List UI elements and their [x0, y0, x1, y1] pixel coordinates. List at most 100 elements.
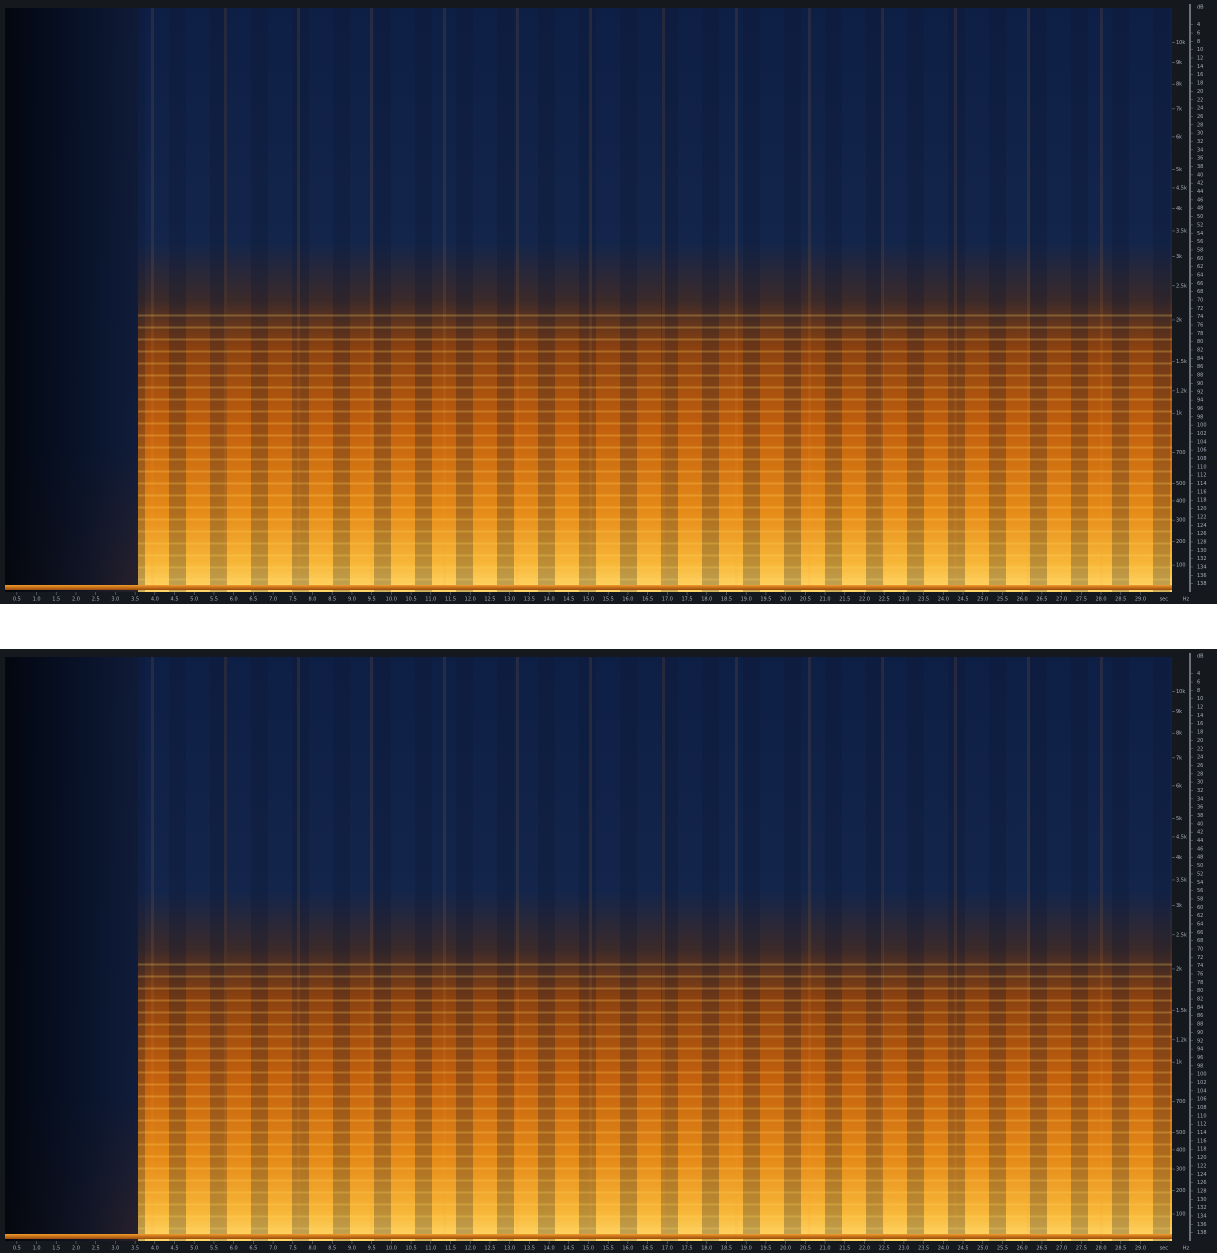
y-tick-label: 400	[1176, 1147, 1186, 1153]
y-tick-label: 400	[1176, 498, 1186, 504]
y-tick-label: 2.5k	[1176, 932, 1187, 938]
x-tick-label: 21.0	[819, 597, 830, 603]
x-tick-label: 23.0	[898, 1246, 909, 1252]
z-tick-label: 14	[1197, 713, 1203, 719]
z-tick-label: 138	[1197, 1230, 1207, 1236]
z-tick-label: 84	[1197, 1005, 1203, 1011]
z-tick-label: 46	[1197, 846, 1203, 852]
x-tick-label: 1.5	[52, 1246, 60, 1252]
x-tick-label: 5.5	[210, 597, 218, 603]
x-tick-label: 13.5	[524, 1246, 535, 1252]
z-tick-label: 72	[1197, 955, 1203, 961]
z-tick-label: 40	[1197, 172, 1203, 178]
y-tick-label: 5k	[1176, 167, 1182, 173]
x-tick-label: 8.0	[309, 1246, 317, 1252]
x-tick-label: 17.0	[662, 597, 673, 603]
x-tick-label: 5.0	[190, 597, 198, 603]
x-tick-label: 19.5	[760, 1246, 771, 1252]
x-tick-label: 0.5	[13, 597, 21, 603]
x-unit: sec	[1160, 597, 1169, 603]
z-tick-label: 90	[1197, 381, 1203, 387]
y-tick-label: 4.5k	[1176, 834, 1187, 840]
z-tick-label: 116	[1197, 489, 1207, 495]
x-tick-label: 4.0	[151, 597, 159, 603]
x-tick-label: 23.5	[918, 1246, 929, 1252]
y-tick-label: 4.5k	[1176, 185, 1187, 191]
z-tick-label: 8	[1197, 39, 1200, 45]
z-tick-label: 120	[1197, 506, 1207, 512]
y-tick-label: 3k	[1176, 903, 1182, 909]
x-tick-label: 25.5	[997, 1246, 1008, 1252]
z-tick-label: 94	[1197, 1047, 1203, 1053]
x-tick-label: 11.0	[425, 597, 436, 603]
z-tick-label: 74	[1197, 314, 1203, 320]
z-tick-label: 58	[1197, 247, 1203, 253]
y-tick-label: 700	[1176, 450, 1186, 456]
z-tick-label: 48	[1197, 206, 1203, 212]
x-tick-label: 14.0	[544, 1246, 555, 1252]
x-tick-label: 25.0	[977, 597, 988, 603]
z-tick-label: 50	[1197, 214, 1203, 220]
z-tick-label: 128	[1197, 539, 1207, 545]
z-tick-label: 112	[1197, 473, 1207, 479]
y-tick-label: 4k	[1176, 206, 1182, 212]
spectrogram-panel: 0.51.01.52.02.53.03.54.04.55.05.56.06.57…	[0, 649, 1217, 1253]
x-tick-label: 15.0	[583, 1246, 594, 1252]
z-tick-label: 88	[1197, 373, 1203, 379]
z-tick-label: 106	[1197, 1097, 1207, 1103]
z-tick-label: 64	[1197, 921, 1203, 927]
axes: 0.51.01.52.02.53.03.54.04.55.05.56.06.57…	[0, 0, 1217, 604]
z-tick-label: 106	[1197, 448, 1207, 454]
x-tick-label: 6.0	[230, 1246, 238, 1252]
z-tick-label: 130	[1197, 1197, 1207, 1203]
x-tick-label: 18.5	[721, 597, 732, 603]
x-tick-label: 28.5	[1115, 1246, 1126, 1252]
x-tick-label: 3.5	[131, 1246, 139, 1252]
x-tick-label: 9.0	[348, 597, 356, 603]
z-tick-label: 32	[1197, 139, 1203, 145]
z-tick-label: 78	[1197, 980, 1203, 986]
x-tick-label: 27.5	[1076, 597, 1087, 603]
z-tick-label: 34	[1197, 147, 1203, 153]
x-tick-label: 11.5	[445, 597, 456, 603]
x-tick-label: 10.5	[406, 1246, 417, 1252]
z-tick-label: 38	[1197, 813, 1203, 819]
x-tick-label: 16.0	[622, 597, 633, 603]
z-tick-label: 80	[1197, 339, 1203, 345]
x-tick-label: 9.5	[368, 597, 376, 603]
x-tick-label: 26.5	[1036, 597, 1047, 603]
x-tick-label: 26.5	[1036, 1246, 1047, 1252]
z-tick-label: 52	[1197, 222, 1203, 228]
x-tick-label: 5.5	[210, 1246, 218, 1252]
z-tick-label: 78	[1197, 331, 1203, 337]
z-tick-label: 132	[1197, 556, 1207, 562]
x-tick-label: 27.0	[1056, 1246, 1067, 1252]
x-tick-label: 0.5	[13, 1246, 21, 1252]
z-tick-label: 26	[1197, 114, 1203, 120]
z-tick-label: 110	[1197, 1113, 1207, 1119]
z-tick-label: 50	[1197, 863, 1203, 869]
z-tick-label: 14	[1197, 64, 1203, 70]
z-tick-label: 12	[1197, 705, 1203, 711]
x-tick-label: 20.5	[800, 597, 811, 603]
z-tick-label: 102	[1197, 1080, 1207, 1086]
z-tick-label: 20	[1197, 738, 1203, 744]
x-tick-label: 20.5	[800, 1246, 811, 1252]
x-tick-label: 22.5	[879, 597, 890, 603]
y-tick-label: 500	[1176, 1130, 1186, 1136]
z-tick-label: 54	[1197, 880, 1203, 886]
z-tick-label: 64	[1197, 272, 1203, 278]
z-tick-label: 114	[1197, 481, 1207, 487]
y-tick-label: 1k	[1176, 1060, 1182, 1066]
z-tick-label: 116	[1197, 1138, 1207, 1144]
z-tick-label: 86	[1197, 364, 1203, 370]
x-tick-label: 18.0	[701, 1246, 712, 1252]
x-tick-label: 21.0	[819, 1246, 830, 1252]
x-tick-label: 14.5	[563, 597, 574, 603]
x-tick-label: 21.5	[839, 597, 850, 603]
x-tick-label: 28.0	[1095, 597, 1106, 603]
x-tick-label: 25.0	[977, 1246, 988, 1252]
y-tick-label: 3k	[1176, 254, 1182, 260]
x-tick-label: 24.5	[957, 597, 968, 603]
